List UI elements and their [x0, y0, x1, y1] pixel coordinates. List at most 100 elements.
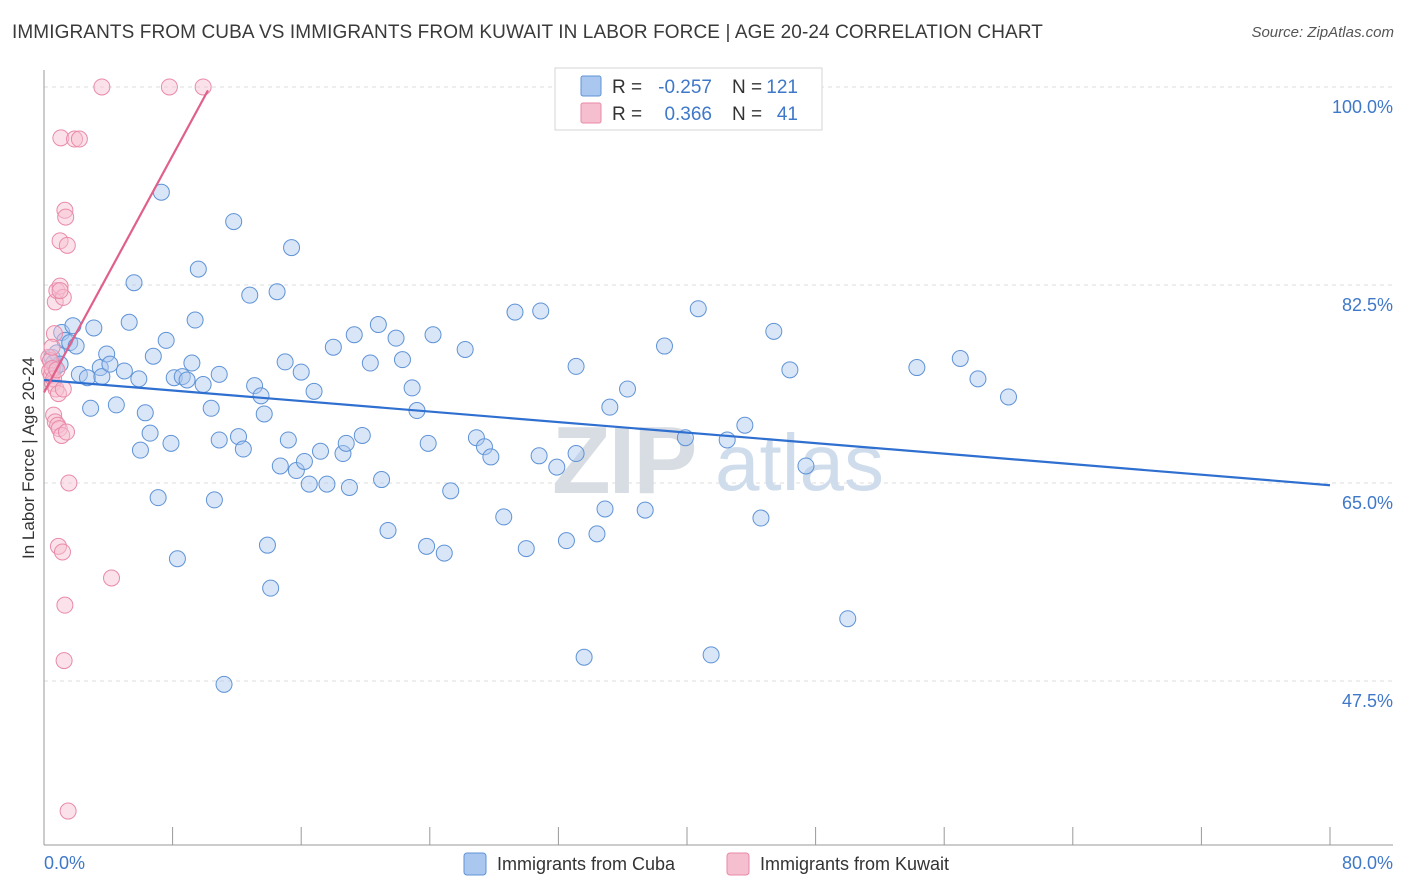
legend-r-value-cuba: -0.257: [658, 77, 712, 98]
data-point-cuba: [295, 452, 313, 470]
data-point-cuba: [271, 457, 289, 475]
data-point-cuba: [283, 239, 301, 257]
data-point-cuba: [318, 475, 336, 493]
data-point-cuba: [300, 475, 318, 493]
trend-lines: [43, 89, 1331, 487]
data-point-cuba: [168, 550, 186, 568]
data-point-cuba: [1000, 388, 1017, 406]
data-point-kuwait: [49, 385, 67, 403]
data-point-cuba: [324, 338, 342, 356]
data-point-kuwait: [160, 78, 178, 96]
data-point-cuba: [418, 537, 436, 555]
data-point-kuwait: [58, 236, 76, 254]
data-point-cuba: [969, 370, 987, 388]
legend-r-label-cuba: R =: [612, 77, 642, 98]
data-point-cuba: [82, 399, 100, 417]
y-tick-label: 100.0%: [1332, 97, 1393, 117]
data-point-cuba: [702, 646, 720, 664]
data-point-cuba: [619, 380, 637, 398]
data-point-cuba: [456, 340, 474, 358]
data-point-kuwait: [57, 208, 75, 226]
data-point-cuba: [379, 521, 397, 539]
data-point-cuba: [186, 311, 204, 329]
data-point-kuwait: [52, 129, 70, 147]
data-point-cuba: [575, 648, 593, 666]
data-point-cuba: [334, 445, 352, 463]
data-point-cuba: [475, 438, 493, 456]
data-point-cuba: [194, 376, 212, 394]
data-point-cuba: [781, 361, 799, 379]
data-point-cuba: [276, 353, 294, 371]
data-point-kuwait: [70, 130, 88, 148]
data-point-cuba: [736, 416, 754, 434]
data-point-kuwait: [51, 277, 69, 295]
data-point-cuba: [183, 354, 201, 372]
series-cuba: [43, 183, 1017, 693]
data-point-cuba: [189, 260, 207, 278]
data-point-kuwait: [55, 652, 73, 670]
data-point-cuba: [85, 319, 103, 337]
data-point-cuba: [279, 431, 297, 449]
data-point-cuba: [403, 379, 421, 397]
y-axis-label: In Labor Force | Age 20-24: [19, 357, 38, 559]
bottom-legend-label-kuwait: Immigrants from Kuwait: [760, 854, 949, 874]
data-point-cuba: [107, 396, 125, 414]
watermark: ZIP atlas: [552, 407, 884, 514]
trend-line-cuba: [43, 378, 1331, 487]
data-point-cuba: [131, 441, 149, 459]
data-point-cuba: [567, 357, 585, 375]
data-point-cuba: [255, 405, 273, 423]
data-point-cuba: [120, 313, 138, 331]
data-point-cuba: [797, 457, 815, 475]
legend-n-label-kuwait: N =: [732, 104, 762, 125]
data-point-cuba: [387, 329, 405, 347]
data-point-cuba: [361, 354, 379, 372]
data-point-cuba: [369, 316, 387, 334]
data-point-cuba: [258, 536, 276, 554]
x-tick-label-min: 0.0%: [44, 853, 85, 873]
data-point-kuwait: [45, 325, 63, 343]
data-point-cuba: [305, 382, 323, 400]
data-point-cuba: [353, 426, 371, 444]
data-point-cuba: [373, 471, 391, 489]
data-point-cuba: [98, 345, 116, 363]
data-point-kuwait: [53, 426, 71, 444]
data-point-cuba: [337, 434, 355, 452]
data-point-cuba: [246, 377, 264, 395]
data-point-kuwait: [60, 474, 78, 492]
data-point-cuba: [234, 440, 252, 458]
trend-line-kuwait: [43, 89, 209, 393]
y-tick-labels: 47.5% 65.0% 82.5% 100.0%: [1332, 97, 1393, 711]
data-point-cuba: [532, 302, 550, 320]
legend-swatch-kuwait: [580, 102, 602, 124]
data-point-cuba: [435, 544, 453, 562]
legend-r-value-kuwait: 0.366: [664, 104, 712, 125]
data-point-cuba: [655, 337, 673, 355]
data-point-cuba: [442, 482, 460, 500]
data-point-cuba: [596, 500, 614, 518]
data-point-cuba: [149, 489, 167, 507]
data-point-kuwait: [56, 201, 74, 219]
data-point-kuwait: [53, 543, 71, 561]
data-point-cuba: [482, 448, 500, 466]
x-tick-label-max: 80.0%: [1342, 853, 1393, 873]
data-point-cuba: [252, 387, 270, 405]
data-point-cuba: [419, 434, 437, 452]
data-point-cuba: [340, 478, 358, 496]
data-point-cuba: [345, 326, 363, 344]
data-point-kuwait: [93, 78, 111, 96]
data-point-cuba: [424, 326, 442, 344]
data-point-cuba: [752, 509, 770, 527]
data-point-cuba: [173, 368, 191, 386]
data-point-cuba: [517, 540, 535, 558]
watermark-zip: ZIP: [552, 407, 695, 514]
data-point-cuba: [765, 322, 783, 340]
data-point-cuba: [144, 347, 162, 365]
data-point-cuba: [241, 286, 259, 304]
chart-title: IMMIGRANTS FROM CUBA VS IMMIGRANTS FROM …: [12, 22, 1044, 43]
y-tick-label: 82.5%: [1342, 295, 1393, 315]
data-point-cuba: [205, 491, 223, 509]
data-point-cuba: [311, 442, 329, 460]
data-point-cuba: [951, 350, 969, 368]
data-point-cuba: [162, 434, 180, 452]
